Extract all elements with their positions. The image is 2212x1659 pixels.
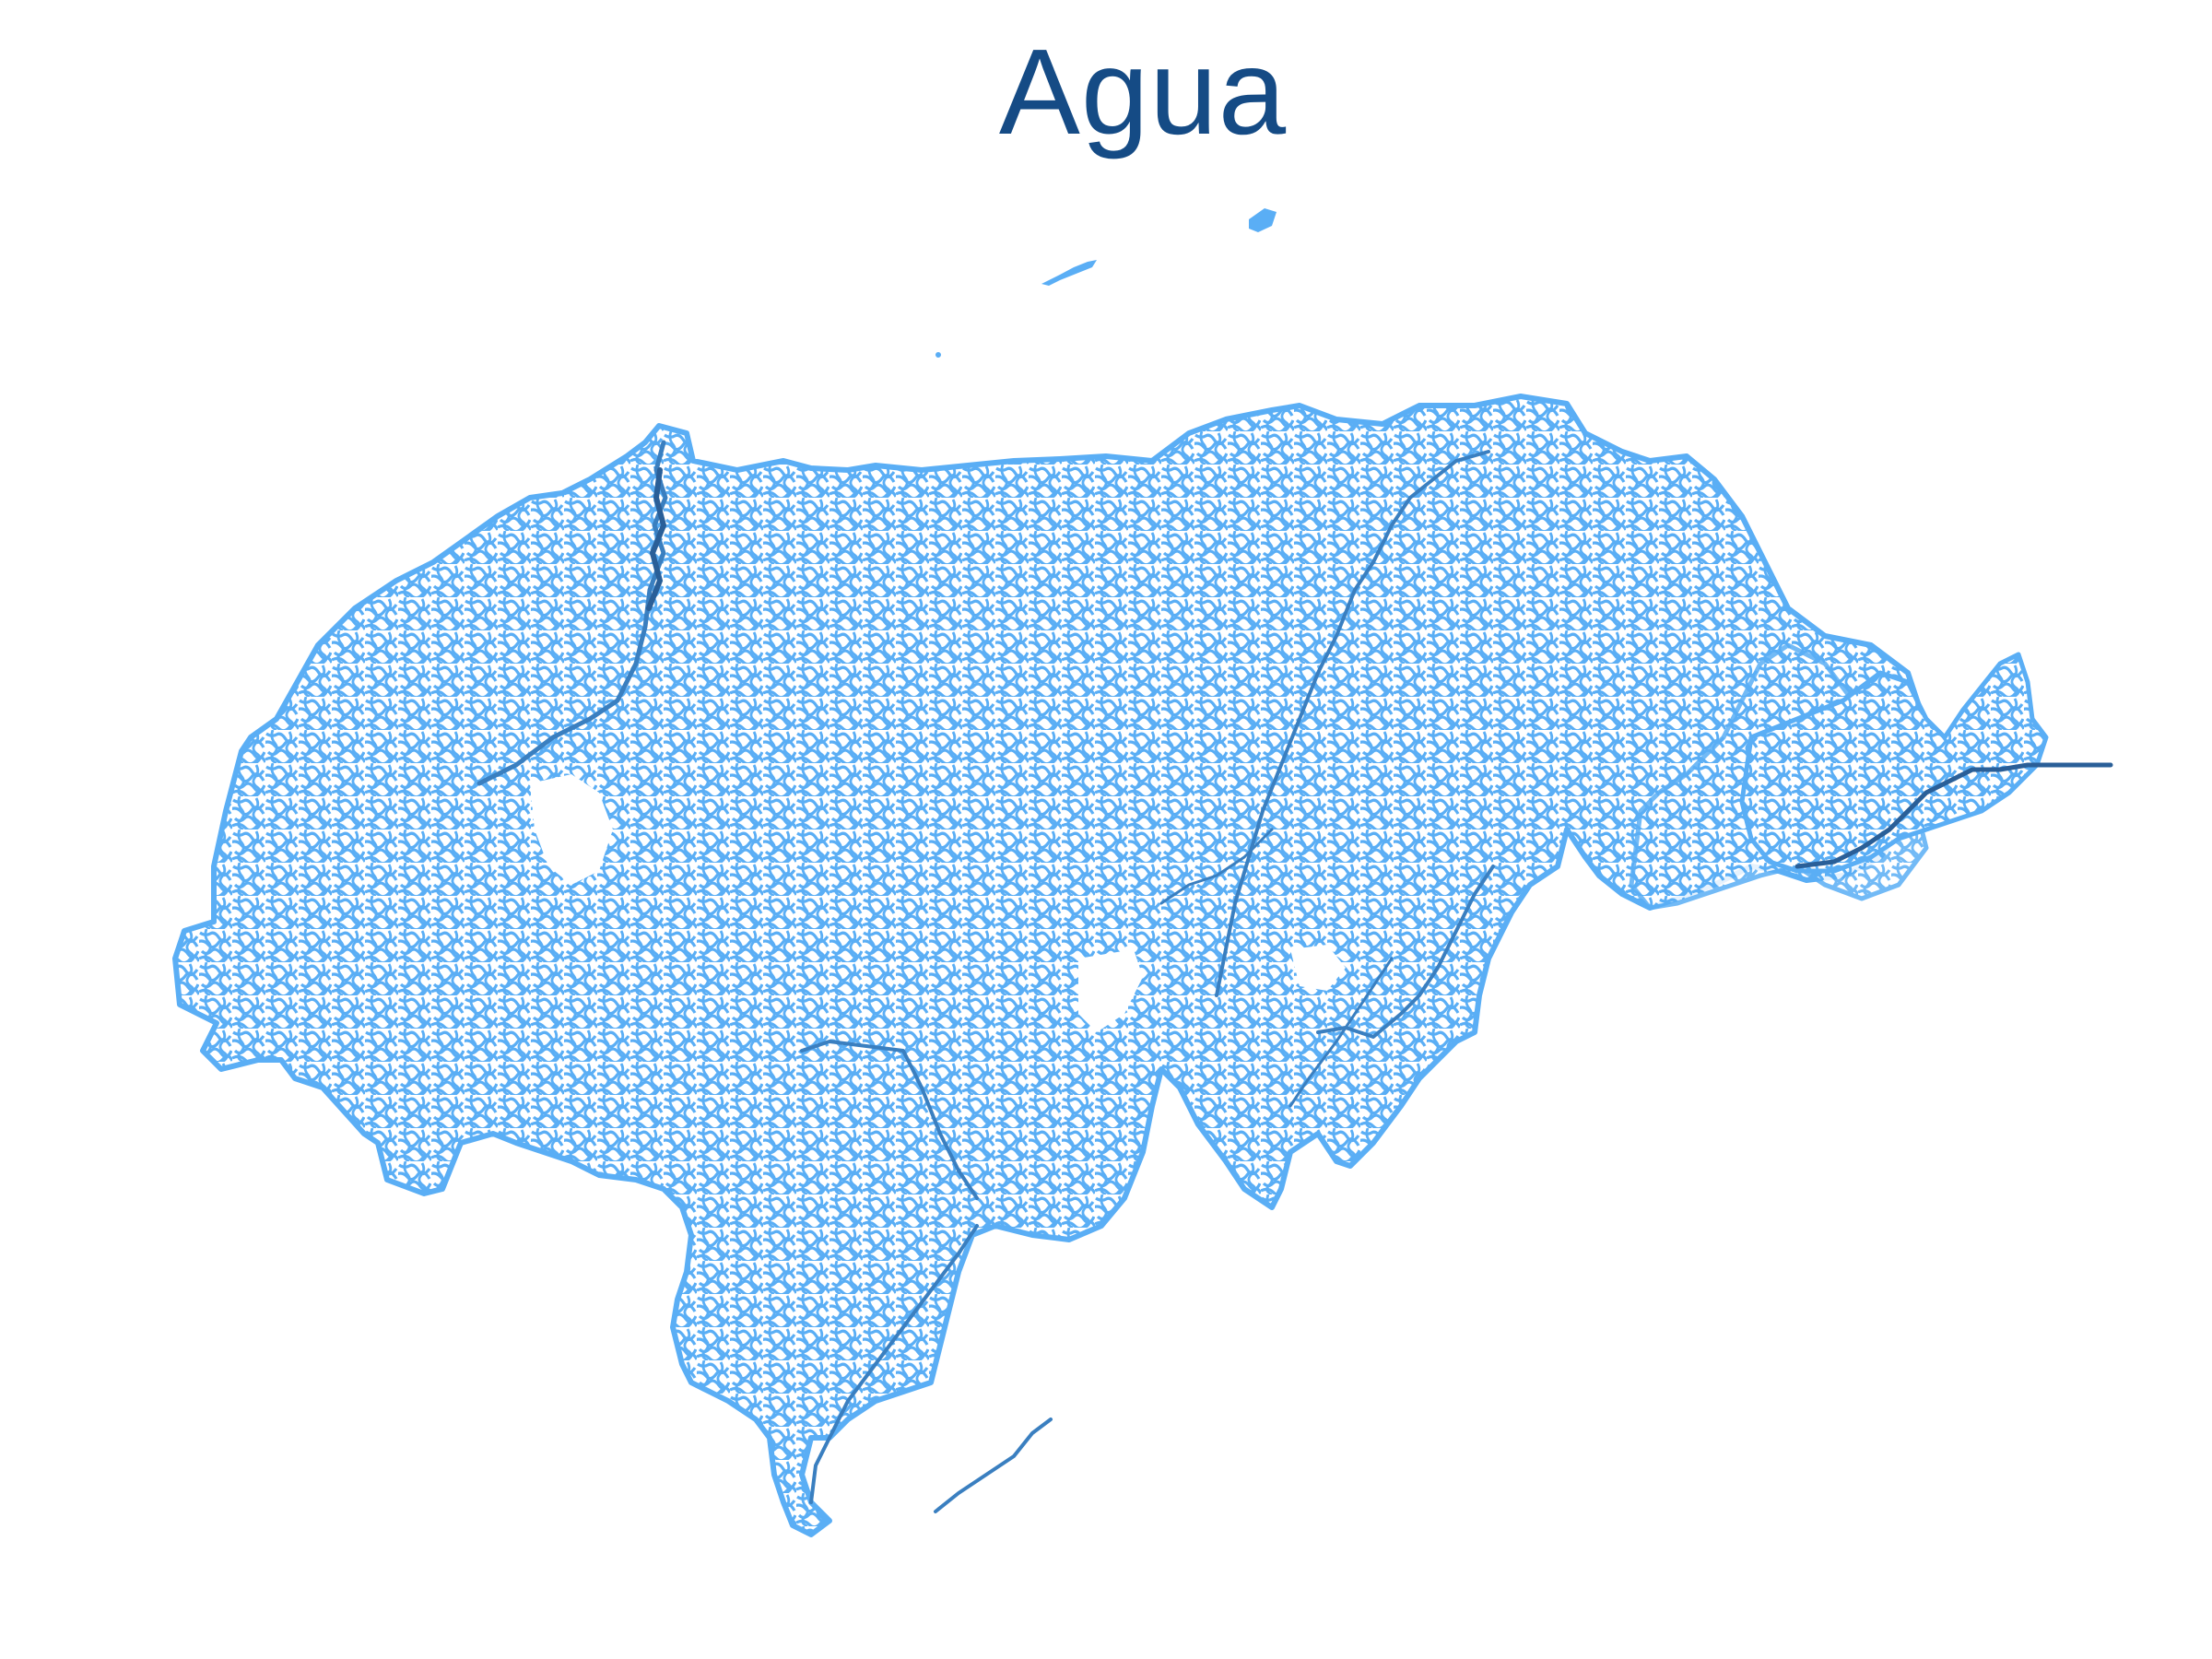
clearing-central	[1078, 949, 1143, 1032]
main-rivers	[477, 440, 2113, 1513]
river-aguan	[1215, 450, 1490, 997]
clearing-lake-west	[530, 774, 613, 885]
map-title: Agua	[998, 24, 1288, 159]
island-guanaja	[1249, 208, 1277, 232]
river-central-link	[1159, 828, 1274, 905]
island-utila	[935, 352, 941, 358]
river-patuca	[1316, 865, 1495, 1039]
stream-network-far-east	[1739, 652, 2049, 874]
river-coco	[1794, 762, 2113, 869]
river-ulua	[477, 440, 668, 786]
river-guayape	[1288, 957, 1394, 1108]
river-choluteca	[800, 1040, 979, 1200]
stream-network-mainland	[172, 394, 1929, 1537]
clearing-east	[1290, 945, 1346, 991]
clearing-south	[940, 1392, 995, 1456]
island-roatan	[1041, 260, 1097, 286]
river-ulua-dark	[646, 467, 666, 611]
river-nacaome	[934, 1418, 1053, 1513]
river-south-coast	[809, 1224, 979, 1504]
bay-islands	[935, 208, 1277, 358]
